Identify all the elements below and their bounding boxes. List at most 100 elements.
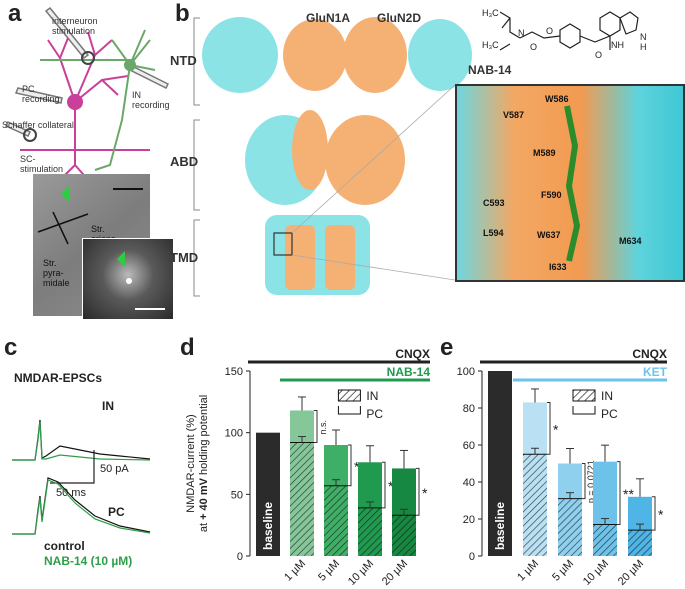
x-tick-label: 1 µM	[282, 558, 308, 584]
y-tick-label: 150	[225, 366, 243, 378]
drug-label: NAB-14	[387, 365, 430, 379]
interneuron-soma	[124, 59, 136, 71]
chart-d: CNQX NAB-14 IN PC 0 50 100 150 baseline n.s. 1 µM *…	[185, 347, 430, 588]
legend-in-label: IN	[601, 389, 613, 403]
res-f590: F590	[541, 190, 562, 200]
glun2d-label: GluN2D	[377, 11, 421, 25]
svg-text:N: N	[640, 32, 647, 42]
pyramidal-soma	[67, 94, 83, 110]
legend-in-swatch	[337, 389, 361, 402]
cnqx-label: CNQX	[395, 347, 430, 361]
nab14-chemical-structure	[499, 11, 639, 51]
green-arrow-2	[117, 251, 125, 267]
sig-bracket	[617, 461, 621, 526]
sig-bracket	[416, 467, 420, 516]
scale-x: 50 ms	[56, 487, 86, 499]
y-tick-label: 100	[225, 428, 243, 440]
sig-bracket	[382, 461, 386, 509]
text-pc-recording: PC recording	[22, 84, 60, 104]
bar-baseline	[488, 371, 512, 556]
panel-e-label: e	[440, 334, 454, 361]
trace-pc-nab14	[12, 479, 151, 535]
panel-a-label: a	[8, 0, 22, 27]
sig-label: **	[623, 486, 634, 502]
legend-pc-swatch	[572, 406, 596, 415]
svg-text:H₃C: H₃C	[482, 40, 499, 50]
y-tick-label: 40	[463, 477, 475, 489]
panel-c-traces: NMDAR-EPSCs IN 50 pA 50 ms PC control NA…	[12, 371, 151, 568]
x-tick-label: 1 µM	[515, 558, 541, 584]
svg-text:H: H	[640, 42, 647, 52]
legend-in-label: IN	[366, 389, 378, 403]
res-m634: M634	[619, 236, 642, 246]
cnqx-label: CNQX	[632, 347, 667, 361]
sig-bracket	[547, 401, 551, 455]
text-schaffer: Schaffer collateral	[2, 120, 74, 130]
y-axis-label-2: at + 40 mV holding potential	[198, 395, 210, 532]
panel-c-label: c	[4, 334, 18, 361]
sig-bracket	[314, 409, 318, 444]
bar-baseline	[256, 432, 280, 556]
legend-pc-label: PC	[601, 407, 618, 421]
abd-label: ABD	[170, 154, 198, 169]
sig-label: *	[553, 421, 559, 437]
x-tick-label: 5 µM	[550, 558, 576, 584]
text-in-recording: IN recording	[132, 90, 170, 110]
bar-pc-hatch	[358, 507, 382, 556]
sig-label: *	[388, 478, 394, 494]
res-m589: M589	[533, 148, 556, 158]
sig-bracket	[348, 444, 352, 487]
zoom-box	[273, 232, 293, 256]
panel-b-label: b	[175, 0, 190, 27]
svg-text:N: N	[518, 28, 525, 38]
y-axis-label-2-pre: at	[198, 520, 210, 532]
panel-b-structure: NTD ABD TMD GluN1A GluN2D H₃C H₃C N O O …	[170, 8, 647, 297]
x-tick-label: 10 µM	[581, 558, 611, 588]
c-in-label: IN	[102, 399, 114, 413]
svg-text:O: O	[530, 42, 537, 52]
y-axis-label-2-post: holding potential	[198, 395, 210, 478]
c-title: NMDAR-EPSCs	[14, 371, 102, 385]
panel-d-label: d	[180, 334, 195, 361]
text-sc-stim: SC-stimulation	[20, 154, 63, 174]
res-l594: L594	[483, 228, 504, 238]
legend-pc-label: PC	[366, 407, 383, 421]
drug-label: KET	[643, 365, 668, 379]
svg-text:H₃C: H₃C	[482, 8, 499, 18]
x-tick-label: 20 µM	[616, 558, 646, 588]
green-arrow-1	[61, 186, 69, 202]
svg-text:NH: NH	[611, 40, 624, 50]
y-tick-label: 20	[463, 514, 475, 526]
y-tick-label: 0	[469, 551, 475, 563]
sig-label: *	[422, 485, 428, 501]
str-pyramidale-label: Str. pyra-midale	[43, 258, 70, 288]
pc-recording-electrode	[14, 87, 63, 104]
bar-pc-hatch	[392, 515, 416, 556]
nab14-ligand	[564, 105, 581, 262]
res-w586: W586	[545, 94, 569, 104]
sig-bracket	[582, 463, 586, 500]
baseline-label: baseline	[261, 502, 275, 550]
scale-y: 50 pA	[100, 463, 129, 475]
y-axis-label-2-bold: + 40 mV	[198, 477, 210, 520]
tmd-label: TMD	[170, 250, 198, 265]
trace-in-nab14	[12, 421, 151, 461]
svg-text:O: O	[595, 50, 602, 60]
stim-coil-1	[81, 51, 95, 65]
sig-label: n.s.	[318, 420, 328, 435]
stim-electrode-interneuron	[44, 6, 90, 60]
nab14-title: NAB-14	[468, 63, 512, 77]
y-tick-label: 100	[457, 366, 475, 378]
c-pc-label: PC	[108, 505, 125, 519]
legend-nab14: NAB-14 (10 µM)	[44, 554, 132, 568]
y-tick-label: 60	[463, 440, 475, 452]
legend-control: control	[44, 539, 85, 553]
ntd-label: NTD	[170, 53, 197, 68]
bar-pc-hatch	[628, 530, 652, 556]
text-interneuron-stim: interneuron stimulation	[52, 16, 98, 36]
res-w637: W637	[537, 230, 561, 240]
x-tick-label: 10 µM	[346, 558, 376, 588]
res-i633: I633	[549, 262, 567, 272]
x-tick-label: 5 µM	[316, 558, 342, 584]
chart-e: CNQX KET IN PC 0 20 40 60 80 100 baseline * 1 µM p = …	[457, 347, 668, 588]
